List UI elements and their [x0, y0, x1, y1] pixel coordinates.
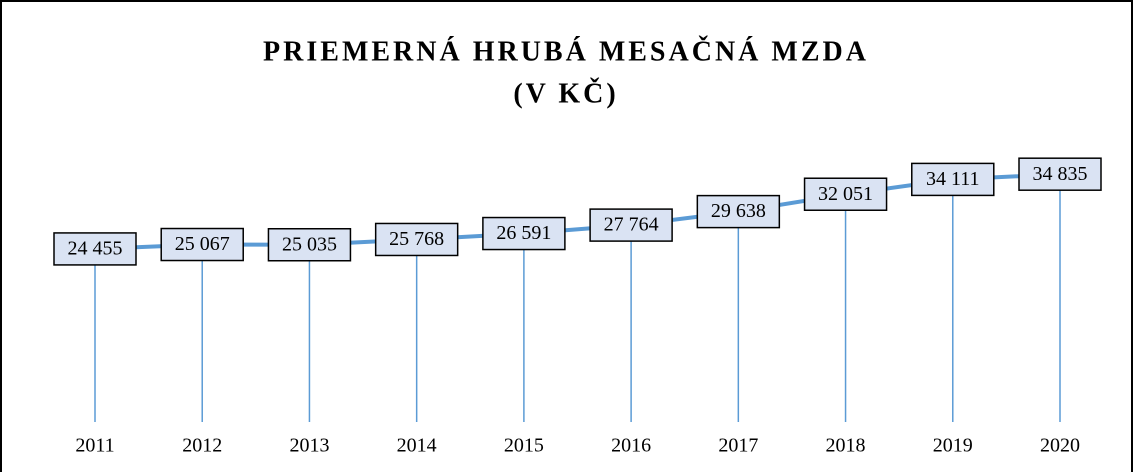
data-label: 25 067 [175, 233, 230, 255]
data-label: 25 035 [282, 233, 337, 255]
data-label: 34 835 [1033, 163, 1088, 185]
data-label: 27 764 [604, 214, 659, 236]
data-label-box [1018, 157, 1102, 191]
data-label-box [267, 227, 352, 262]
x-tick-label: 2013 [289, 435, 329, 457]
x-tick-label: 2011 [75, 435, 114, 457]
data-label-box [53, 232, 137, 266]
data-label-box [374, 222, 459, 257]
data-label-box [589, 208, 673, 242]
data-label-box [482, 216, 566, 251]
x-tick-label: 2014 [397, 435, 437, 457]
data-label: 25 768 [389, 228, 444, 250]
x-tick-label: 2015 [504, 435, 544, 457]
data-label: 29 638 [711, 200, 766, 222]
data-label-box [803, 177, 888, 211]
x-tick-label: 2017 [718, 435, 758, 457]
x-tick-label: 2019 [933, 435, 973, 457]
x-tick-label: 2016 [611, 435, 651, 457]
data-label: 34 111 [926, 168, 980, 190]
data-label-box [160, 227, 244, 262]
data-label: 24 455 [68, 238, 123, 260]
chart-subtitle: (V KČ) [513, 78, 618, 109]
data-label: 26 591 [496, 222, 551, 244]
data-label: 32 051 [818, 183, 873, 205]
data-label-box [911, 162, 995, 197]
data-label-box [696, 194, 781, 229]
x-tick-label: 2018 [826, 435, 866, 457]
series-line [94, 172, 1061, 251]
x-tick-label: 2012 [182, 435, 222, 457]
x-tick-label: 2020 [1040, 435, 1080, 457]
chart-title: PRIEMERNÁ HRUBÁ MESAČNÁ MZDA [263, 36, 869, 67]
